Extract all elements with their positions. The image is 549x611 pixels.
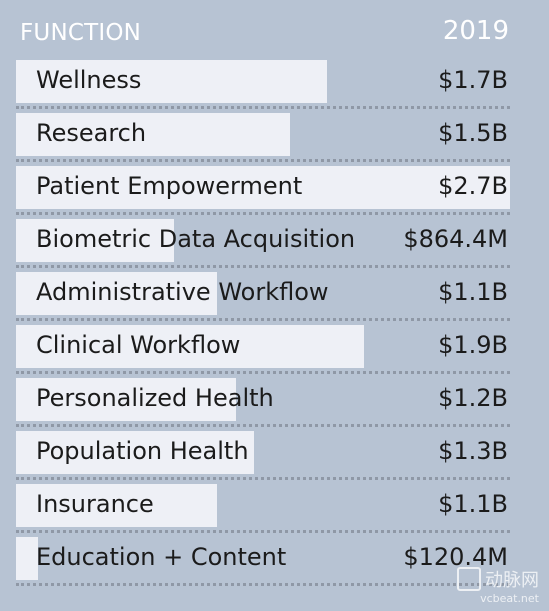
bar	[16, 60, 328, 103]
row-separator	[16, 371, 510, 374]
value-label: $120.4M	[403, 543, 508, 571]
bar	[16, 484, 218, 527]
chart-header: FUNCTION 2019	[20, 16, 509, 50]
watermark: 动脉网 vcbeat.net	[457, 566, 539, 605]
bar	[16, 537, 39, 580]
bar	[16, 166, 510, 209]
bar	[16, 431, 254, 474]
value-label: $1.3B	[438, 437, 508, 465]
bar	[16, 113, 291, 156]
watermark-text: 动脉网	[485, 570, 539, 591]
category-label: Insurance	[36, 490, 154, 518]
bar-row: Education + Content $120.4M	[16, 535, 510, 588]
category-label: Personalized Health	[36, 384, 274, 412]
bar-row: Patient Empowerment $2.7B	[16, 164, 510, 217]
value-label: $2.7B	[438, 172, 508, 200]
year-label: 2019	[442, 16, 509, 46]
column-label: FUNCTION	[20, 20, 142, 46]
bar	[16, 219, 175, 262]
bar-row: Population Health $1.3B	[16, 429, 510, 482]
bar-row: Clinical Workflow $1.9B	[16, 323, 510, 376]
value-label: $1.5B	[438, 119, 508, 147]
row-separator	[16, 212, 510, 215]
bar	[16, 325, 364, 368]
category-label: Wellness	[36, 66, 142, 94]
row-separator	[16, 159, 510, 162]
bar	[16, 272, 218, 315]
value-label: $1.9B	[438, 331, 508, 359]
value-label: $1.7B	[438, 66, 508, 94]
category-label: Biometric Data Acquisition	[36, 225, 356, 253]
category-label: Research	[36, 119, 147, 147]
bar-row: Insurance $1.1B	[16, 482, 510, 535]
bar-row: Personalized Health $1.2B	[16, 376, 510, 429]
category-label: Population Health	[36, 437, 249, 465]
row-separator	[16, 265, 510, 268]
category-label: Patient Empowerment	[36, 172, 303, 200]
value-label: $1.2B	[438, 384, 508, 412]
bar-list: Wellness $1.7B Research $1.5B Patient Empowe…	[16, 58, 510, 588]
bar-row: Wellness $1.7B	[16, 58, 510, 111]
bar-row: Biometric Data Acquisition $864.4M	[16, 217, 510, 270]
value-label: $1.1B	[438, 490, 508, 518]
row-separator	[16, 477, 510, 480]
bar	[16, 378, 236, 421]
value-label: $1.1B	[438, 278, 508, 306]
bar-row: Research $1.5B	[16, 111, 510, 164]
category-label: Education + Content	[36, 543, 287, 571]
bar-row: Administrative Workflow $1.1B	[16, 270, 510, 323]
category-label: Administrative Workflow	[36, 278, 329, 306]
category-label: Clinical Workflow	[36, 331, 241, 359]
watermark-url: vcbeat.net	[480, 592, 539, 605]
value-label: $864.4M	[403, 225, 508, 253]
row-separator	[16, 583, 510, 586]
row-separator	[16, 318, 510, 321]
row-separator	[16, 424, 510, 427]
row-separator	[16, 530, 510, 533]
watermark-logo-icon	[457, 567, 481, 591]
row-separator	[16, 106, 510, 109]
